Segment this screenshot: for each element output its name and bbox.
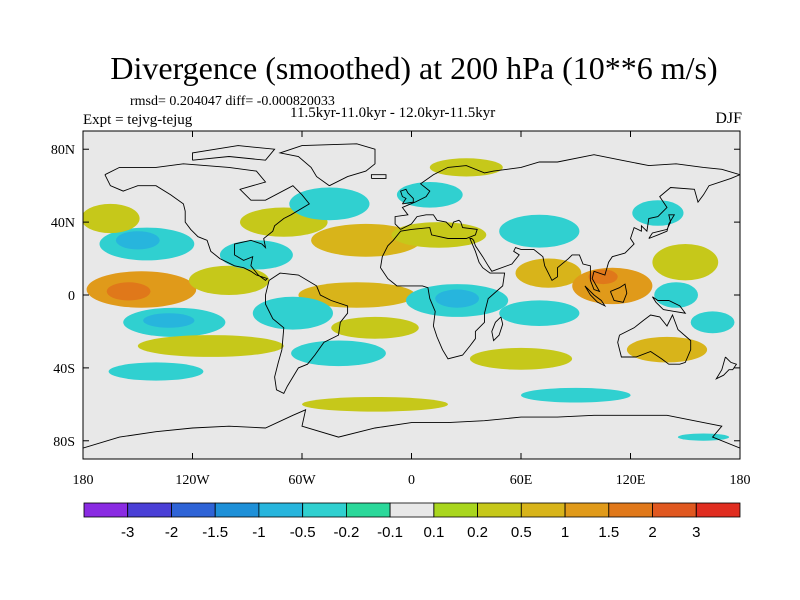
region-africa-neg-core (435, 289, 479, 308)
x-tick-label: 60E (510, 473, 533, 488)
data-regions (83, 158, 735, 441)
colorbar-label: 0.1 (423, 524, 444, 541)
colorbar-swatch (695, 502, 741, 518)
coastline-eurasia-africa (380, 154, 740, 360)
region-satl-pos (331, 316, 419, 339)
x-tick-label: 120W (175, 473, 210, 488)
x-tick-label: 180 (73, 473, 94, 488)
region-ant-neg (677, 433, 730, 441)
colorbar-swatch (302, 502, 347, 518)
stats-text: rmsd= 0.204047 diff= -0.000820033 (130, 94, 335, 109)
chart-title: Divergence (smoothed) at 200 hPa (10**6 … (110, 50, 718, 86)
axis-ticks: 180 120W 60W 0 60E 120E 180 80N 40N 0 40S 80S (51, 131, 751, 488)
colorbar-label: -0.2 (333, 524, 359, 541)
colorbar-label: 3 (692, 524, 700, 541)
colorbar-label: 0.5 (511, 524, 532, 541)
region-trop-atl-pos (298, 282, 416, 308)
x-tick-label: 0 (408, 473, 415, 488)
colorbar-label: -0.5 (290, 524, 316, 541)
coastline-japan (648, 214, 676, 239)
colorbar-label: -3 (121, 524, 134, 541)
coastline-iceland (370, 174, 387, 179)
coastline-south-america (265, 272, 349, 395)
colorbar-swatch (520, 502, 566, 518)
experiment-label: Expt = tejvg-tejug (83, 112, 193, 128)
colorbar-label: -1.5 (202, 524, 228, 541)
x-tick-label: 180 (730, 473, 751, 488)
coastline-australia (617, 313, 692, 365)
region-npac-neg-core (115, 231, 160, 250)
region-swpac-neg (690, 311, 735, 334)
colorbar-label: 0.2 (467, 524, 488, 541)
region-natl-neg (289, 187, 370, 221)
y-tick-label: 80N (51, 143, 75, 158)
region-indo-core (588, 269, 618, 285)
region-spac-pos (137, 335, 284, 357)
coastline-antarctica (83, 409, 740, 449)
coastline-north-america (104, 163, 310, 281)
colorbar-swatch (652, 502, 697, 518)
colorbar-swatch (83, 502, 129, 518)
region-npac-pos (83, 203, 140, 234)
colorbar-swatch (127, 502, 172, 518)
colorbar-label: -2 (165, 524, 178, 541)
coastline-uk (400, 188, 414, 205)
colorbar-swatch (345, 502, 391, 518)
region-epac-pos (188, 265, 270, 295)
coastlines (83, 143, 740, 449)
y-tick-label: 0 (68, 289, 75, 304)
region-satl-neg (291, 340, 386, 367)
colorbar-swatch (608, 502, 653, 518)
region-so-neg (521, 387, 631, 403)
colorbar-label: -1 (252, 524, 265, 541)
colorbar-label: 1.5 (598, 524, 619, 541)
region-so-pos (302, 397, 448, 412)
colorbar-swatch (258, 502, 303, 518)
colorbar-label: -0.1 (377, 524, 403, 541)
coastline-borneo (609, 283, 628, 303)
colorbar-label: 1 (561, 524, 569, 541)
coastline-arctic-isles (192, 145, 276, 161)
region-med-pos (391, 222, 487, 248)
colorbar-swatch (214, 502, 260, 518)
colorbar-swatch (389, 502, 435, 518)
coastline-new-guinea (652, 296, 687, 314)
y-tick-label: 40S (53, 362, 75, 377)
colorbar-swatch (477, 502, 522, 518)
period-label: 11.5kyr-11.0kyr - 12.0kyr-11.5kyr (290, 105, 496, 121)
region-nwpac-neg (632, 200, 684, 226)
region-wpac-neg (654, 282, 698, 308)
colorbar-swatch (171, 502, 216, 518)
region-asia-neg (499, 214, 580, 248)
region-arctic-pos (429, 158, 503, 177)
region-trop-pac-core (106, 282, 151, 301)
coastline-new-zealand (715, 356, 738, 380)
colorbar-label: 2 (648, 524, 656, 541)
coastline-greenland (278, 143, 376, 187)
region-spac-neg-core (143, 313, 195, 328)
region-sio-pos (469, 347, 573, 370)
region-sep-neg (108, 362, 204, 381)
region-aus-pos (626, 336, 708, 363)
region-io-neg (499, 300, 580, 327)
season-label: DJF (715, 110, 742, 127)
colorbar-swatch (564, 502, 610, 518)
coastline-madagascar (491, 316, 504, 342)
colorbar: -3 -2 -1.5 -1 -0.5 -0.2 -0.1 0.1 0.2 0.5 1 1.5 2 3 (83, 502, 741, 541)
coastline-sumatra (584, 285, 607, 308)
region-europe-neg (396, 182, 463, 208)
colorbar-swatch (433, 502, 478, 518)
x-tick-label: 120E (616, 473, 646, 488)
y-tick-label: 80S (53, 435, 75, 450)
x-tick-label: 60W (288, 473, 316, 488)
region-na-neg (219, 240, 293, 270)
region-sa-neg (252, 296, 333, 330)
region-wpac-pos (652, 244, 719, 281)
y-tick-label: 40N (51, 216, 75, 231)
